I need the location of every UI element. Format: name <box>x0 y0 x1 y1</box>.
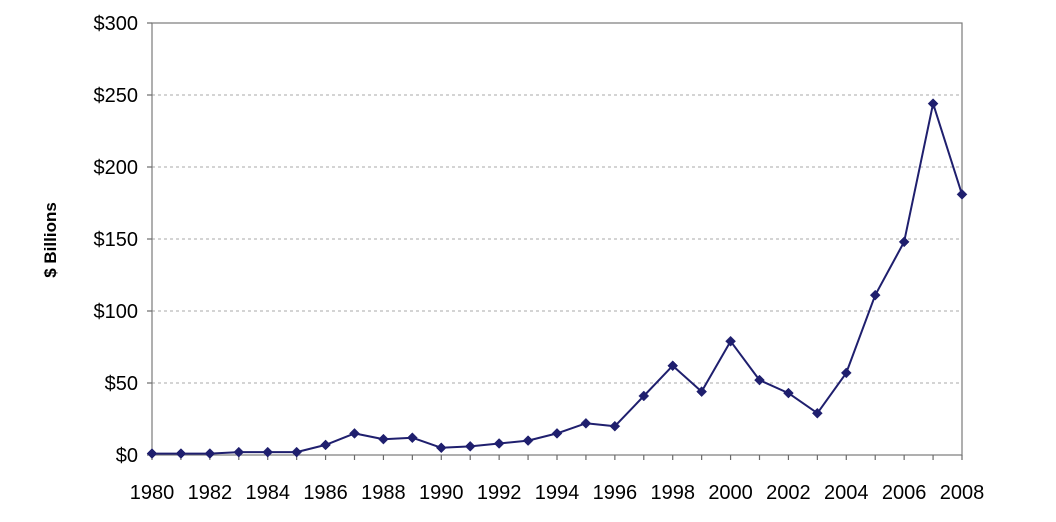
data-point <box>812 407 823 419</box>
data-point <box>898 236 910 248</box>
data-point <box>435 442 447 454</box>
x-axis: 1980 1982 1984 1986 1988 1990 1992 1994 1996 1998… <box>130 455 985 504</box>
x-tick-label: 2008 <box>940 482 985 504</box>
series-line <box>152 102 963 455</box>
data-point <box>580 417 592 429</box>
y-axis: $0 $50 $100 $150 $200 $250 $300 <box>94 13 152 467</box>
data-point <box>175 448 187 459</box>
data-point <box>696 386 707 397</box>
data-point <box>638 390 650 402</box>
x-tick-label: 1980 <box>130 482 175 504</box>
x-tick-label: 1998 <box>650 482 695 504</box>
x-tick-label: 1996 <box>593 482 638 504</box>
data-point <box>493 438 505 449</box>
data-point <box>956 189 968 200</box>
x-tick-label: 1986 <box>303 482 348 504</box>
x-tick-label: 2006 <box>882 482 927 504</box>
data-point <box>609 420 621 432</box>
data-point <box>464 441 476 452</box>
gridlines <box>152 94 962 384</box>
x-tick-label: 1994 <box>535 482 580 504</box>
data-point <box>840 367 852 379</box>
x-tick-label: 2002 <box>766 482 811 504</box>
y-tick-label: $0 <box>116 445 138 467</box>
y-tick-label: $300 <box>94 13 139 35</box>
data-point <box>783 387 794 399</box>
data-point <box>349 428 360 439</box>
data-point <box>869 289 881 301</box>
data-point <box>233 446 245 458</box>
data-point <box>204 448 216 459</box>
data-point <box>146 448 158 459</box>
data-point <box>551 428 563 439</box>
x-tick-label: 1990 <box>419 482 464 504</box>
y-tick-label: $50 <box>105 373 138 395</box>
data-point <box>927 98 939 109</box>
y-axis-title: $ Billions <box>41 202 60 278</box>
y-tick-label: $150 <box>94 229 139 251</box>
x-tick-label: 1992 <box>477 482 522 504</box>
x-tick-label: 2000 <box>708 482 753 504</box>
data-point <box>262 446 274 458</box>
data-point <box>407 432 418 444</box>
data-point <box>291 446 302 458</box>
data-point <box>522 435 534 446</box>
data-point <box>378 433 389 445</box>
data-point <box>667 360 679 372</box>
x-tick-label: 1982 <box>188 482 233 504</box>
y-tick-label: $200 <box>94 157 139 179</box>
y-tick-label: $250 <box>94 85 139 107</box>
x-tick-label: 2004 <box>824 482 869 504</box>
x-tick-label: 1988 <box>361 482 406 504</box>
y-tick-label: $100 <box>94 301 139 323</box>
data-point <box>725 335 736 347</box>
data-point <box>320 439 331 451</box>
data-point <box>754 374 765 386</box>
series-group <box>146 98 968 459</box>
x-tick-label: 1984 <box>245 482 290 504</box>
